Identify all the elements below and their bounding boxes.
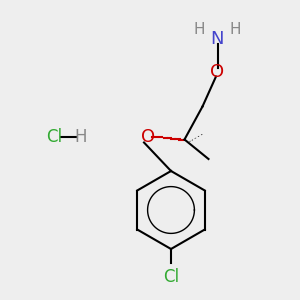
Text: N: N bbox=[211, 30, 224, 48]
Text: O: O bbox=[141, 128, 156, 146]
Text: Cl: Cl bbox=[46, 128, 62, 146]
Text: Cl: Cl bbox=[163, 268, 179, 286]
Text: ·····: ····· bbox=[186, 129, 207, 147]
Text: H: H bbox=[194, 22, 205, 38]
Text: O: O bbox=[210, 63, 225, 81]
Text: H: H bbox=[230, 22, 241, 38]
Text: H: H bbox=[75, 128, 87, 146]
